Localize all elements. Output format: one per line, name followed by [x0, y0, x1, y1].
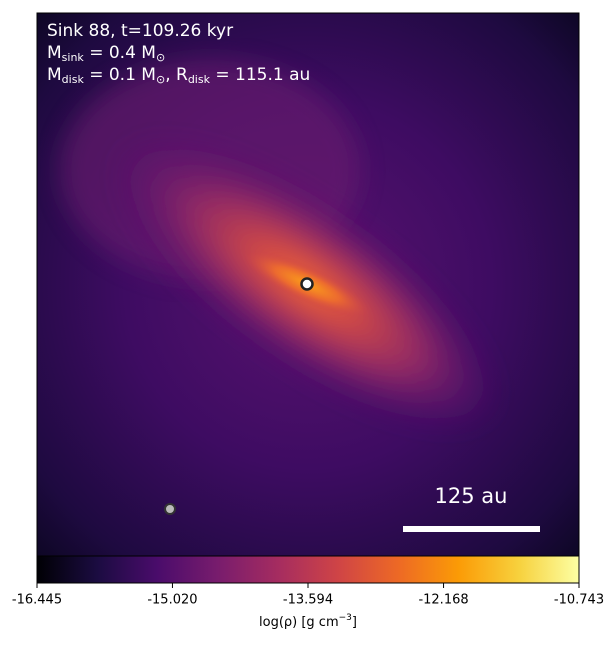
text-part: log(ρ) [g cm [259, 615, 339, 630]
info-line: Mdisk = 0.1 M⊙, Rdisk = 115.1 au [47, 65, 310, 86]
colorbar-tick-label: -12.168 [418, 593, 468, 608]
colorbar-ticks: -16.445 -15.020 -13.594 -12.168 -10.743 [12, 583, 604, 608]
colorbar-tick-label: -16.445 [12, 593, 62, 608]
subscript: ⊙ [156, 51, 165, 64]
scale-bar [403, 526, 540, 532]
colorbar-tick-label: -15.020 [147, 593, 197, 608]
text-part: = 0.1 M [84, 65, 156, 85]
subscript: ⊙ [156, 73, 165, 86]
density-map [37, 13, 579, 556]
subscript: disk [188, 73, 211, 86]
subscript: sink [62, 51, 85, 64]
colorbar-tick-label: -10.743 [554, 593, 604, 608]
info-line: Msink = 0.4 M⊙ [47, 43, 165, 64]
colorbar [36, 555, 580, 584]
colorbar-label: log(ρ) [g cm−3] [259, 613, 357, 630]
text-part: M [47, 65, 62, 85]
sink-main [300, 277, 314, 291]
text-part: = 0.4 M [84, 43, 156, 63]
sink-other [164, 503, 176, 515]
scale-bar-label: 125 au [435, 484, 508, 508]
text-part: M [47, 43, 62, 63]
subscript: disk [62, 73, 85, 86]
colorbar-tick-label: -13.594 [283, 593, 333, 608]
text-part: ] [352, 615, 357, 630]
text-part: , R [165, 65, 188, 85]
text-part: = 115.1 au [210, 65, 310, 85]
info-line: Sink 88, t=109.26 kyr [47, 21, 233, 41]
text-part: Sink 88, t=109.26 kyr [47, 21, 233, 41]
superscript: −3 [339, 613, 352, 623]
